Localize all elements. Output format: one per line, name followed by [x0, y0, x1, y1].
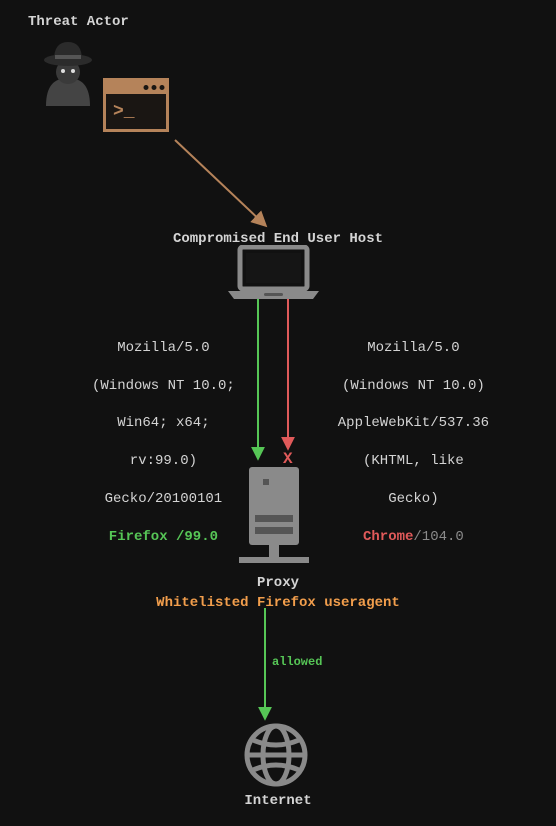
- ua-firefox-line-4: Gecko/20100101: [105, 491, 223, 507]
- label-allowed: allowed: [272, 655, 322, 669]
- ua-chrome-line-4: Gecko): [388, 491, 438, 507]
- arrow-actor-to-host: [175, 140, 265, 225]
- ua-chrome-line-3: (KHTML, like: [363, 453, 464, 469]
- threat-actor-icon: [40, 38, 96, 108]
- ua-chrome-line-0: Mozilla/5.0: [367, 340, 459, 356]
- terminal-icon: >_: [103, 78, 169, 132]
- label-internet: Internet: [0, 793, 556, 809]
- label-whitelisted: Whitelisted Firefox useragent: [0, 595, 556, 611]
- laptop-icon: [226, 245, 321, 300]
- ua-chrome-line-1: (Windows NT 10.0): [342, 378, 485, 394]
- ua-firefox-line-0: Mozilla/5.0: [117, 340, 209, 356]
- label-threat-actor: Threat Actor: [28, 14, 129, 30]
- ua-chrome-highlight: Chrome: [363, 529, 413, 545]
- proxy-icon: [233, 465, 315, 575]
- ua-firefox-line-1: (Windows NT 10.0;: [92, 378, 235, 394]
- ua-chrome-line-2: AppleWebKit/537.36: [338, 415, 489, 431]
- label-proxy: Proxy: [0, 575, 556, 591]
- globe-icon: [243, 722, 309, 788]
- ua-chrome-rest: /104.0: [413, 529, 463, 545]
- ua-chrome: Mozilla/5.0 (Windows NT 10.0) AppleWebKi…: [300, 320, 510, 547]
- ua-firefox-highlight: Firefox /99.0: [109, 529, 218, 545]
- ua-firefox-line-2: Win64; x64;: [117, 415, 209, 431]
- ua-firefox-line-3: rv:99.0): [130, 453, 197, 469]
- svg-text:>_: >_: [113, 102, 135, 122]
